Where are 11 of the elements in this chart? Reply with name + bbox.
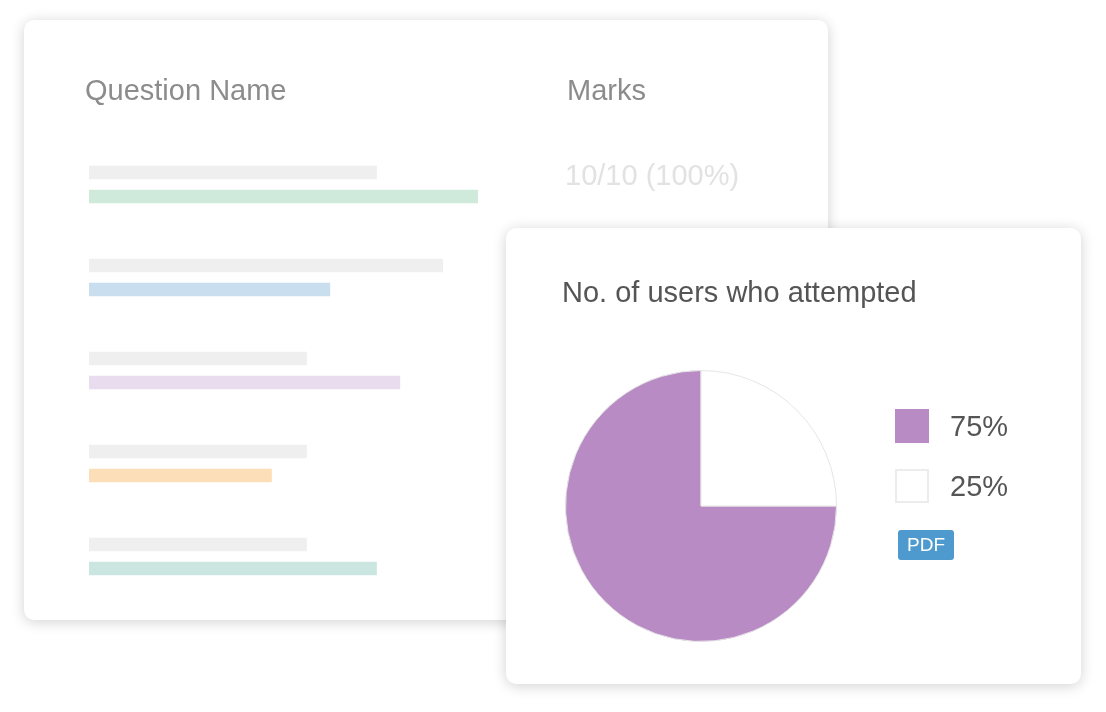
text: PDF: [898, 530, 954, 560]
bar: [89, 189, 478, 204]
chart-title: No. of users who attempted: [562, 275, 917, 309]
text: Marks: [567, 73, 646, 107]
legend-label: 25%: [950, 469, 1009, 503]
bar: [89, 561, 377, 576]
legend-label: 75%: [950, 409, 1009, 443]
bar: [89, 282, 331, 297]
text: Question Name: [85, 73, 287, 107]
bar: [89, 468, 272, 483]
bar: [89, 375, 401, 390]
